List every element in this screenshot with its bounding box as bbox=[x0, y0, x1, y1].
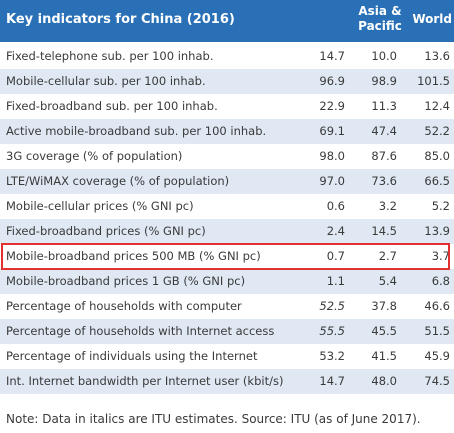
world-value: 52.2 bbox=[424, 124, 450, 138]
asia-pacific-value: 45.5 bbox=[371, 324, 397, 338]
footnote: Note: Data in italics are ITU estimates.… bbox=[6, 412, 421, 426]
table-row: Percentage of households with Internet a… bbox=[0, 319, 454, 344]
row-label: Mobile-cellular prices (% GNI pc) bbox=[6, 199, 194, 213]
china-value: 55.5 bbox=[319, 324, 345, 338]
china-value: 53.2 bbox=[319, 349, 345, 363]
table-row: Mobile-cellular sub. per 100 inhab. 96.9 9… bbox=[0, 69, 454, 94]
china-value: 22.9 bbox=[319, 99, 345, 113]
china-value: 69.1 bbox=[319, 124, 345, 138]
table-row: Int. Internet bandwidth per Internet use… bbox=[0, 369, 454, 394]
table-title: Key indicators for China (2016) bbox=[6, 12, 235, 27]
world-value: 85.0 bbox=[424, 149, 450, 163]
world-value: 12.4 bbox=[424, 99, 450, 113]
world-value: 5.2 bbox=[431, 199, 450, 213]
asia-pacific-value: 2.7 bbox=[378, 249, 397, 263]
asia-pacific-value: 14.5 bbox=[371, 224, 397, 238]
highlight-box bbox=[1, 243, 450, 270]
table-row: LTE/WiMAX coverage (% of population) 97.0… bbox=[0, 169, 454, 194]
asia-pacific-value: 11.3 bbox=[371, 99, 397, 113]
column-header-world: World bbox=[412, 12, 452, 26]
world-value: 51.5 bbox=[424, 324, 450, 338]
row-label: Percentage of households with Internet a… bbox=[6, 324, 275, 338]
china-value: 0.7 bbox=[326, 249, 345, 263]
china-value: 98.0 bbox=[319, 149, 345, 163]
table-row: Fixed-telephone sub. per 100 inhab. 14.7 1… bbox=[0, 44, 454, 69]
asia-pacific-value: 47.4 bbox=[371, 124, 397, 138]
china-value: 2.4 bbox=[326, 224, 345, 238]
table-row: Fixed-broadband prices (% GNI pc) 2.4 14.5… bbox=[0, 219, 454, 244]
row-label: Mobile-cellular sub. per 100 inhab. bbox=[6, 74, 206, 88]
asia-pacific-value: 41.5 bbox=[371, 349, 397, 363]
world-value: 13.9 bbox=[424, 224, 450, 238]
china-value: 52.5 bbox=[319, 299, 345, 313]
table-row: Mobile-broadband prices 500 MB (% GNI pc… bbox=[0, 244, 454, 269]
asia-pacific-value: 37.8 bbox=[371, 299, 397, 313]
row-label: Fixed-telephone sub. per 100 inhab. bbox=[6, 49, 214, 63]
table-row: 3G coverage (% of population) 98.0 87.6 85.… bbox=[0, 144, 454, 169]
world-value: 6.8 bbox=[431, 274, 450, 288]
world-value: 45.9 bbox=[424, 349, 450, 363]
row-label: Mobile-broadband prices 500 MB (% GNI pc… bbox=[6, 249, 261, 263]
column-header-asia-line1: Asia & bbox=[358, 4, 402, 18]
asia-pacific-value: 3.2 bbox=[378, 199, 397, 213]
row-label: 3G coverage (% of population) bbox=[6, 149, 183, 163]
china-value: 0.6 bbox=[326, 199, 345, 213]
row-label: Fixed-broadband sub. per 100 inhab. bbox=[6, 99, 218, 113]
china-value: 96.9 bbox=[319, 74, 345, 88]
world-value: 66.5 bbox=[424, 174, 450, 188]
table-row: Mobile-broadband prices 1 GB (% GNI pc) 1… bbox=[0, 269, 454, 294]
asia-pacific-value: 10.0 bbox=[371, 49, 397, 63]
china-value: 1.1 bbox=[326, 274, 345, 288]
column-header-asia-pacific: Asia & Pacific bbox=[356, 4, 404, 34]
asia-pacific-value: 5.4 bbox=[378, 274, 397, 288]
row-label: Active mobile-broadband sub. per 100 inh… bbox=[6, 124, 267, 138]
table-row: Mobile-cellular prices (% GNI pc) 0.6 3.2 5… bbox=[0, 194, 454, 219]
china-value: 14.7 bbox=[319, 374, 345, 388]
china-value: 14.7 bbox=[319, 49, 345, 63]
column-header-asia-line2: Pacific bbox=[358, 19, 402, 33]
row-label: Mobile-broadband prices 1 GB (% GNI pc) bbox=[6, 274, 246, 288]
asia-pacific-value: 98.9 bbox=[371, 74, 397, 88]
table-row: Percentage of individuals using the Inte… bbox=[0, 344, 454, 369]
asia-pacific-value: 73.6 bbox=[371, 174, 397, 188]
table-row: Fixed-broadband sub. per 100 inhab. 22.9 1… bbox=[0, 94, 454, 119]
asia-pacific-value: 48.0 bbox=[371, 374, 397, 388]
table-row: Active mobile-broadband sub. per 100 inh… bbox=[0, 119, 454, 144]
world-value: 13.6 bbox=[424, 49, 450, 63]
row-label: Percentage of households with computer bbox=[6, 299, 242, 313]
china-value: 97.0 bbox=[319, 174, 345, 188]
asia-pacific-value: 87.6 bbox=[371, 149, 397, 163]
world-value: 3.7 bbox=[431, 249, 450, 263]
row-label: Int. Internet bandwidth per Internet use… bbox=[6, 374, 284, 388]
table-header: Key indicators for China (2016) Asia & P… bbox=[0, 0, 454, 42]
world-value: 74.5 bbox=[424, 374, 450, 388]
table-row: Percentage of households with computer 52… bbox=[0, 294, 454, 319]
row-label: Fixed-broadband prices (% GNI pc) bbox=[6, 224, 206, 238]
row-label: Percentage of individuals using the Inte… bbox=[6, 349, 258, 363]
world-value: 101.5 bbox=[417, 74, 450, 88]
world-value: 46.6 bbox=[424, 299, 450, 313]
row-label: LTE/WiMAX coverage (% of population) bbox=[6, 174, 230, 188]
